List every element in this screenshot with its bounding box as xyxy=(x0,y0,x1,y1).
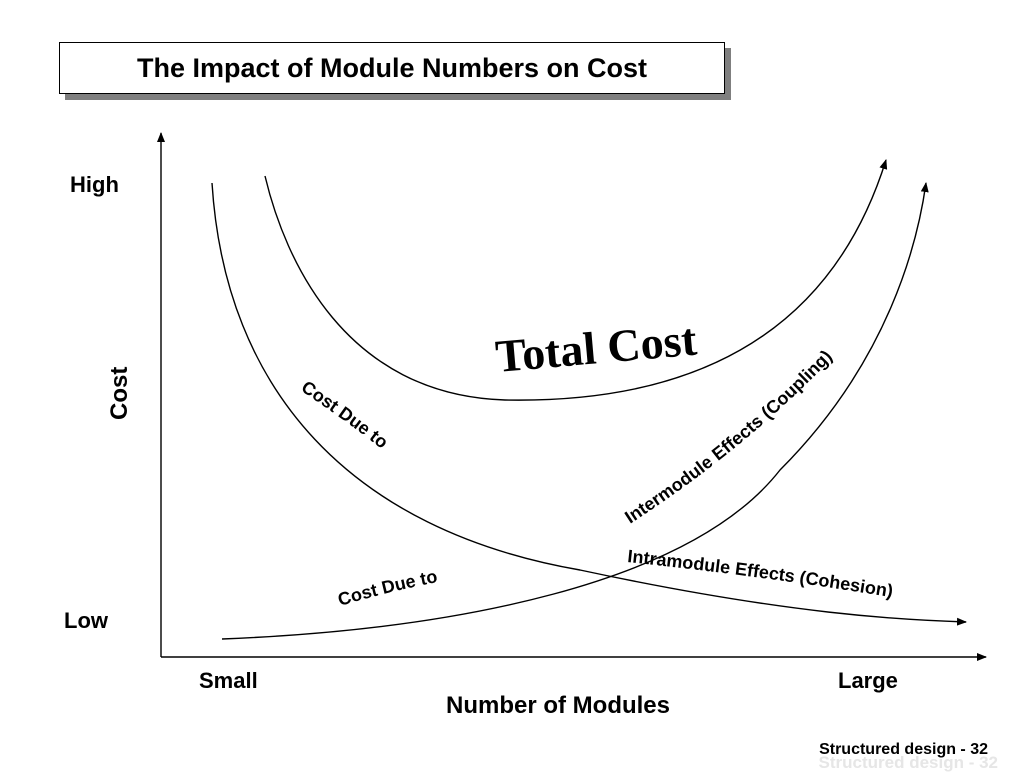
intermodule-cost-curve xyxy=(221,182,929,640)
footer-shadow: Structured design - 32 xyxy=(818,753,998,772)
intramodule-cost-curve xyxy=(211,182,967,626)
coupling-label-line1: Cost Due to xyxy=(336,566,439,610)
x-small-label: Small xyxy=(199,668,258,693)
slide-title: The Impact of Module Numbers on Cost xyxy=(136,53,648,83)
y-axis-label: Cost xyxy=(106,366,133,420)
title-box: The Impact of Module Numbers on Cost xyxy=(59,42,725,94)
total-cost-curve xyxy=(264,159,888,401)
total-cost-label: Total Cost xyxy=(493,314,699,382)
cohesion-label-line2: Intramodule Effects (Cohesion) xyxy=(627,546,895,601)
x-large-label: Large xyxy=(838,668,898,693)
y-low-label: Low xyxy=(64,608,108,633)
cohesion-label-line1: Cost Due to xyxy=(298,377,392,453)
coupling-label-line2: Intermodule Effects (Coupling) xyxy=(621,346,836,527)
x-axis-label: Number of Modules xyxy=(446,692,671,719)
y-high-label: High xyxy=(70,172,119,197)
slide-footer: Structured design - 32 xyxy=(819,741,988,758)
